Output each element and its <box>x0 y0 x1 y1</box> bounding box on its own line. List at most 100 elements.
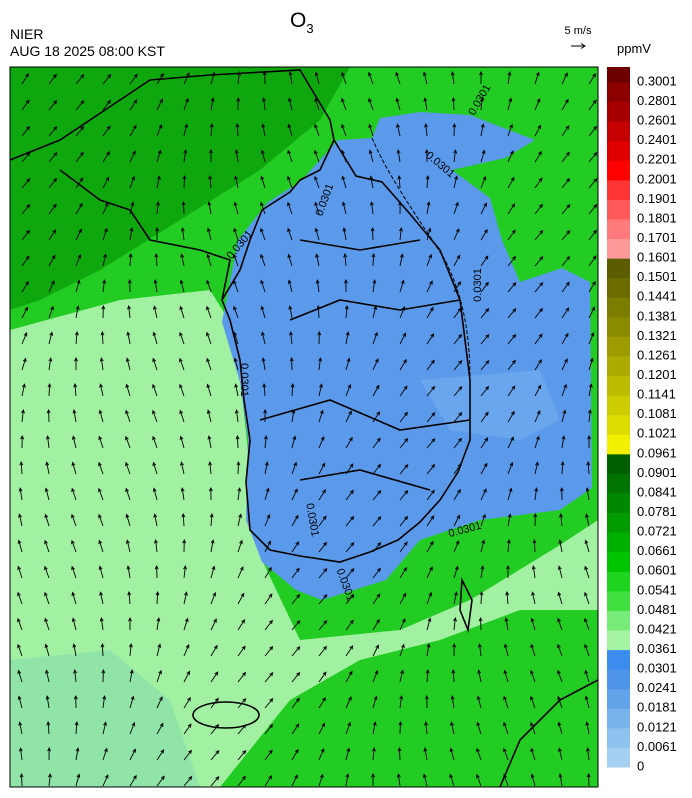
wind-arrow <box>450 71 455 85</box>
wind-arrow <box>21 203 31 215</box>
wind-arrow <box>507 71 512 85</box>
wind-arrow <box>480 281 489 293</box>
wind-arrow <box>557 643 563 657</box>
wind-arrow <box>21 383 26 397</box>
wind-arrow <box>424 721 428 735</box>
wind-arrow <box>588 125 598 137</box>
wind-arrow <box>156 123 163 137</box>
wind-arrow <box>291 748 299 761</box>
colorbar-tick-label: 0.1261 <box>637 347 677 362</box>
wind-arrow <box>318 488 326 501</box>
wind-arrow <box>480 175 487 189</box>
wind-arrow <box>126 331 131 345</box>
wind-arrow <box>125 513 131 527</box>
wind-arrow <box>588 306 595 319</box>
wind-arrow <box>480 359 490 371</box>
wind-arrow <box>343 253 348 267</box>
wind-arrow <box>208 175 213 189</box>
colorbar-tick-label: 0.0841 <box>637 484 677 499</box>
wind-arrow <box>98 565 104 579</box>
wind-arrow <box>71 513 77 527</box>
colorbar-tick-label: 0.0301 <box>637 661 677 676</box>
wind-arrow <box>129 669 134 683</box>
colorbar-tick-label: 0.0721 <box>637 524 677 539</box>
wind-arrow <box>156 749 165 761</box>
wind-arrow <box>345 567 355 579</box>
wind-arrow <box>102 774 109 787</box>
wind-arrow <box>102 695 107 709</box>
wind-arrow <box>155 590 160 605</box>
wind-arrow <box>210 565 216 579</box>
wind-arrow <box>206 357 212 371</box>
wind-arrow <box>183 97 189 111</box>
wind-arrow <box>453 254 461 267</box>
wind-arrow <box>588 178 598 189</box>
wind-arrow <box>372 489 382 501</box>
wind-arrow <box>534 229 544 241</box>
wind-arrow <box>156 98 163 111</box>
wind-arrow <box>183 643 190 657</box>
wind-arrow <box>507 176 515 189</box>
colorbar-tick-label: 0.1141 <box>637 387 676 402</box>
wind-arrow <box>480 385 490 397</box>
wind-arrow <box>210 671 219 683</box>
wind-arrow <box>102 227 108 241</box>
wind-arrow <box>425 175 430 189</box>
wind-arrow <box>129 73 138 85</box>
wind-arrow <box>291 593 301 605</box>
wind-arrow <box>127 278 132 293</box>
wind-arrow <box>98 539 104 553</box>
wind-arrow <box>314 201 320 215</box>
wind-arrow <box>504 643 509 657</box>
wind-arrow <box>507 97 513 111</box>
colorbar-tick-label: 0.0541 <box>637 582 677 597</box>
wind-arrow <box>71 539 77 553</box>
wind-arrow <box>260 279 266 293</box>
colorbar-segment <box>607 434 630 455</box>
wind-arrow <box>291 461 297 475</box>
wind-arrow <box>368 123 374 137</box>
wind-arrow <box>399 669 404 683</box>
wind-arrow <box>21 331 28 345</box>
wind-arrow <box>480 539 486 553</box>
wind-arrow <box>207 201 212 215</box>
colorbar-segment <box>607 473 630 494</box>
wind-arrow <box>451 668 456 683</box>
wind-arrow <box>156 696 163 709</box>
colorbar-tick-label: 0.0781 <box>637 504 677 519</box>
wind-arrow <box>98 409 104 423</box>
wind-arrow <box>318 594 328 605</box>
wind-arrow <box>371 747 376 761</box>
wind-arrow <box>426 359 435 371</box>
wind-arrow <box>453 488 461 501</box>
wind-arrow <box>588 383 593 397</box>
wind-scale-arrow <box>571 43 586 49</box>
wind-arrow <box>102 150 110 163</box>
wind-arrow <box>480 334 490 345</box>
colorbar-segment <box>607 649 630 670</box>
wind-arrow <box>21 178 31 189</box>
wind-arrow <box>503 747 509 761</box>
wind-arrow <box>102 279 107 293</box>
wind-arrow <box>314 97 320 111</box>
wind-arrow <box>287 149 293 163</box>
wind-arrow <box>288 97 293 111</box>
wind-arrow <box>262 97 266 111</box>
colorbar-segment <box>607 375 630 396</box>
wind-arrow <box>507 359 516 371</box>
wind-arrow <box>345 670 353 683</box>
wind-arrow <box>210 539 215 553</box>
wind-arrow <box>45 695 50 709</box>
wind-arrow <box>534 487 539 501</box>
wind-arrow <box>262 383 267 397</box>
wind-arrow <box>398 720 403 735</box>
wind-arrow <box>399 332 406 345</box>
wind-arrow <box>72 643 77 657</box>
contour-line <box>371 137 471 381</box>
wind-arrow <box>19 772 24 787</box>
wind-arrow <box>318 773 324 787</box>
wind-arrow <box>102 176 110 189</box>
wind-arrow <box>21 72 29 85</box>
